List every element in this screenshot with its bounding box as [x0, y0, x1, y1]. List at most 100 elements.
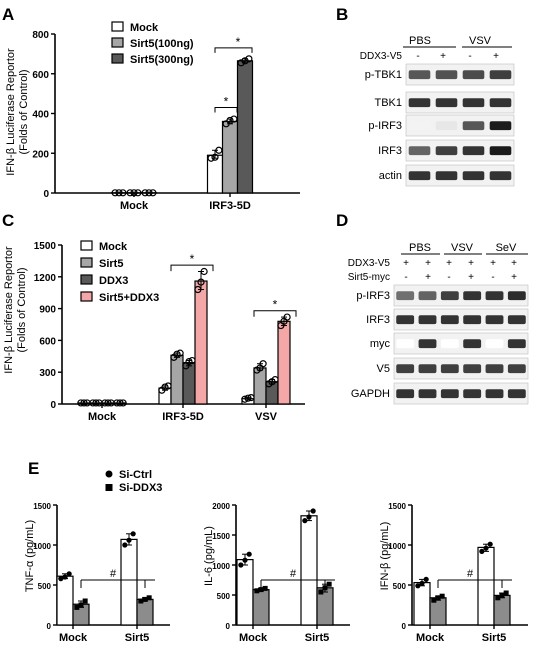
row-label-ddx3: DDX3-V5: [360, 51, 403, 62]
legend-label: DDX3: [99, 275, 128, 287]
data-point: [495, 595, 501, 601]
data-point: [258, 587, 264, 593]
blot-band: [396, 315, 415, 325]
sign: +: [425, 272, 431, 283]
blot-band: [440, 315, 459, 325]
y-tick-label: 300: [39, 368, 56, 379]
data-point: [142, 596, 148, 602]
x-tick-label: Mock: [416, 632, 445, 644]
sign: +: [440, 51, 446, 62]
data-point: [238, 562, 244, 568]
bar: [120, 538, 138, 626]
blot-band: [396, 364, 415, 374]
blot-strip: [393, 308, 529, 331]
data-point: [78, 602, 84, 608]
legend-label: Sirt5: [99, 258, 123, 270]
y-tick-label: 400: [32, 110, 49, 121]
blot-band: [507, 315, 526, 325]
blot-label: myc: [370, 338, 391, 350]
data-point: [215, 146, 223, 154]
data-point: [92, 399, 100, 407]
blot-background: [393, 382, 529, 405]
blot-band: [396, 291, 415, 301]
data-point: [318, 589, 324, 595]
y-tick-label: 1000: [33, 542, 51, 551]
panel-c-ylabel-line1: IFN-β Luciferase Reportor: [3, 246, 15, 374]
sig-hash: #: [467, 568, 474, 580]
data-point: [499, 592, 505, 598]
legend-swatch-ddx3: [80, 274, 93, 285]
sig-star: *: [273, 298, 278, 312]
y-tick-label: 600: [32, 70, 49, 81]
blot-band: [485, 291, 504, 301]
blot-band: [462, 171, 485, 181]
panel-a-legend: Mock Sirt5(100ng) Sirt5(300ng): [111, 21, 194, 66]
data-point: [134, 189, 142, 197]
e1-ylabel: TNF-α (pg/mL): [24, 520, 36, 592]
blot-band: [418, 315, 437, 325]
blot-band: [435, 98, 458, 108]
y-tick-label: 500: [393, 582, 407, 591]
data-point: [431, 597, 437, 603]
data-point: [237, 59, 245, 67]
data-point: [176, 349, 184, 357]
blot-band: [485, 315, 504, 325]
panel-a-ylabel-line1: IFN-β Luciferase Reportor: [5, 48, 17, 176]
blot-band: [408, 171, 431, 181]
data-point: [115, 189, 123, 197]
data-point: [439, 593, 445, 599]
y-tick-label: 600: [39, 336, 56, 347]
blot-group-label: PBS: [409, 35, 431, 47]
data-point: [244, 394, 252, 402]
legend-swatch-mock: [111, 21, 124, 32]
e-subplot-3: 0 500 1000 1500 Mock Sirt5 #: [388, 502, 528, 644]
e-subplot-2: 0 500 1000 1500 2000 Mock Sirt5 #: [212, 502, 350, 644]
blot-band: [418, 389, 437, 399]
blot-background: [405, 91, 515, 114]
blot-strip: [393, 284, 529, 307]
data-point: [283, 313, 291, 321]
e3-ylabel: IFN-β (pg/mL): [379, 522, 391, 591]
data-point: [241, 395, 249, 403]
x-tick-label: Sirt5: [125, 632, 149, 644]
bar: [236, 558, 254, 626]
blot-background: [393, 357, 529, 380]
blot-label: IRF3: [366, 314, 390, 326]
x-tick-label: Sirt5: [305, 632, 329, 644]
sign: -: [491, 272, 494, 283]
blot-strip: [405, 114, 515, 137]
legend-label: Si-Ctrl: [119, 469, 152, 481]
blot-band: [507, 364, 526, 374]
blot-strip: [405, 164, 515, 187]
panel-letter-c: C: [2, 211, 14, 230]
y-tick-label: 1500: [388, 502, 406, 511]
blot-background: [405, 139, 515, 162]
data-point: [104, 399, 112, 407]
data-point: [200, 267, 208, 276]
y-tick-label: 900: [39, 305, 56, 316]
data-point: [310, 508, 316, 514]
sig-hash: #: [110, 568, 117, 580]
blot-label: TBK1: [374, 97, 402, 109]
data-point: [126, 189, 134, 197]
legend-swatch-sirt5-ddx3: [80, 291, 93, 302]
data-point: [145, 189, 153, 197]
y-tick-label: 2000: [212, 502, 230, 511]
data-point: [111, 189, 119, 197]
blot-group-label: SeV: [496, 242, 517, 254]
data-point: [82, 598, 88, 604]
blot-band: [408, 121, 431, 131]
sign: -: [447, 272, 450, 283]
y-tick-label: 0: [402, 622, 407, 631]
blot-group-label: VSV: [451, 242, 474, 254]
blot-band: [507, 291, 526, 301]
data-point: [419, 580, 425, 587]
y-tick-label: 500: [217, 592, 231, 601]
blot-band: [418, 339, 437, 349]
blot-band: [489, 146, 512, 156]
data-point: [226, 116, 234, 125]
legend-label: Sirt5+DDX3: [99, 292, 159, 304]
sig-star: *: [190, 252, 195, 266]
x-tick-label: VSV: [255, 411, 278, 423]
